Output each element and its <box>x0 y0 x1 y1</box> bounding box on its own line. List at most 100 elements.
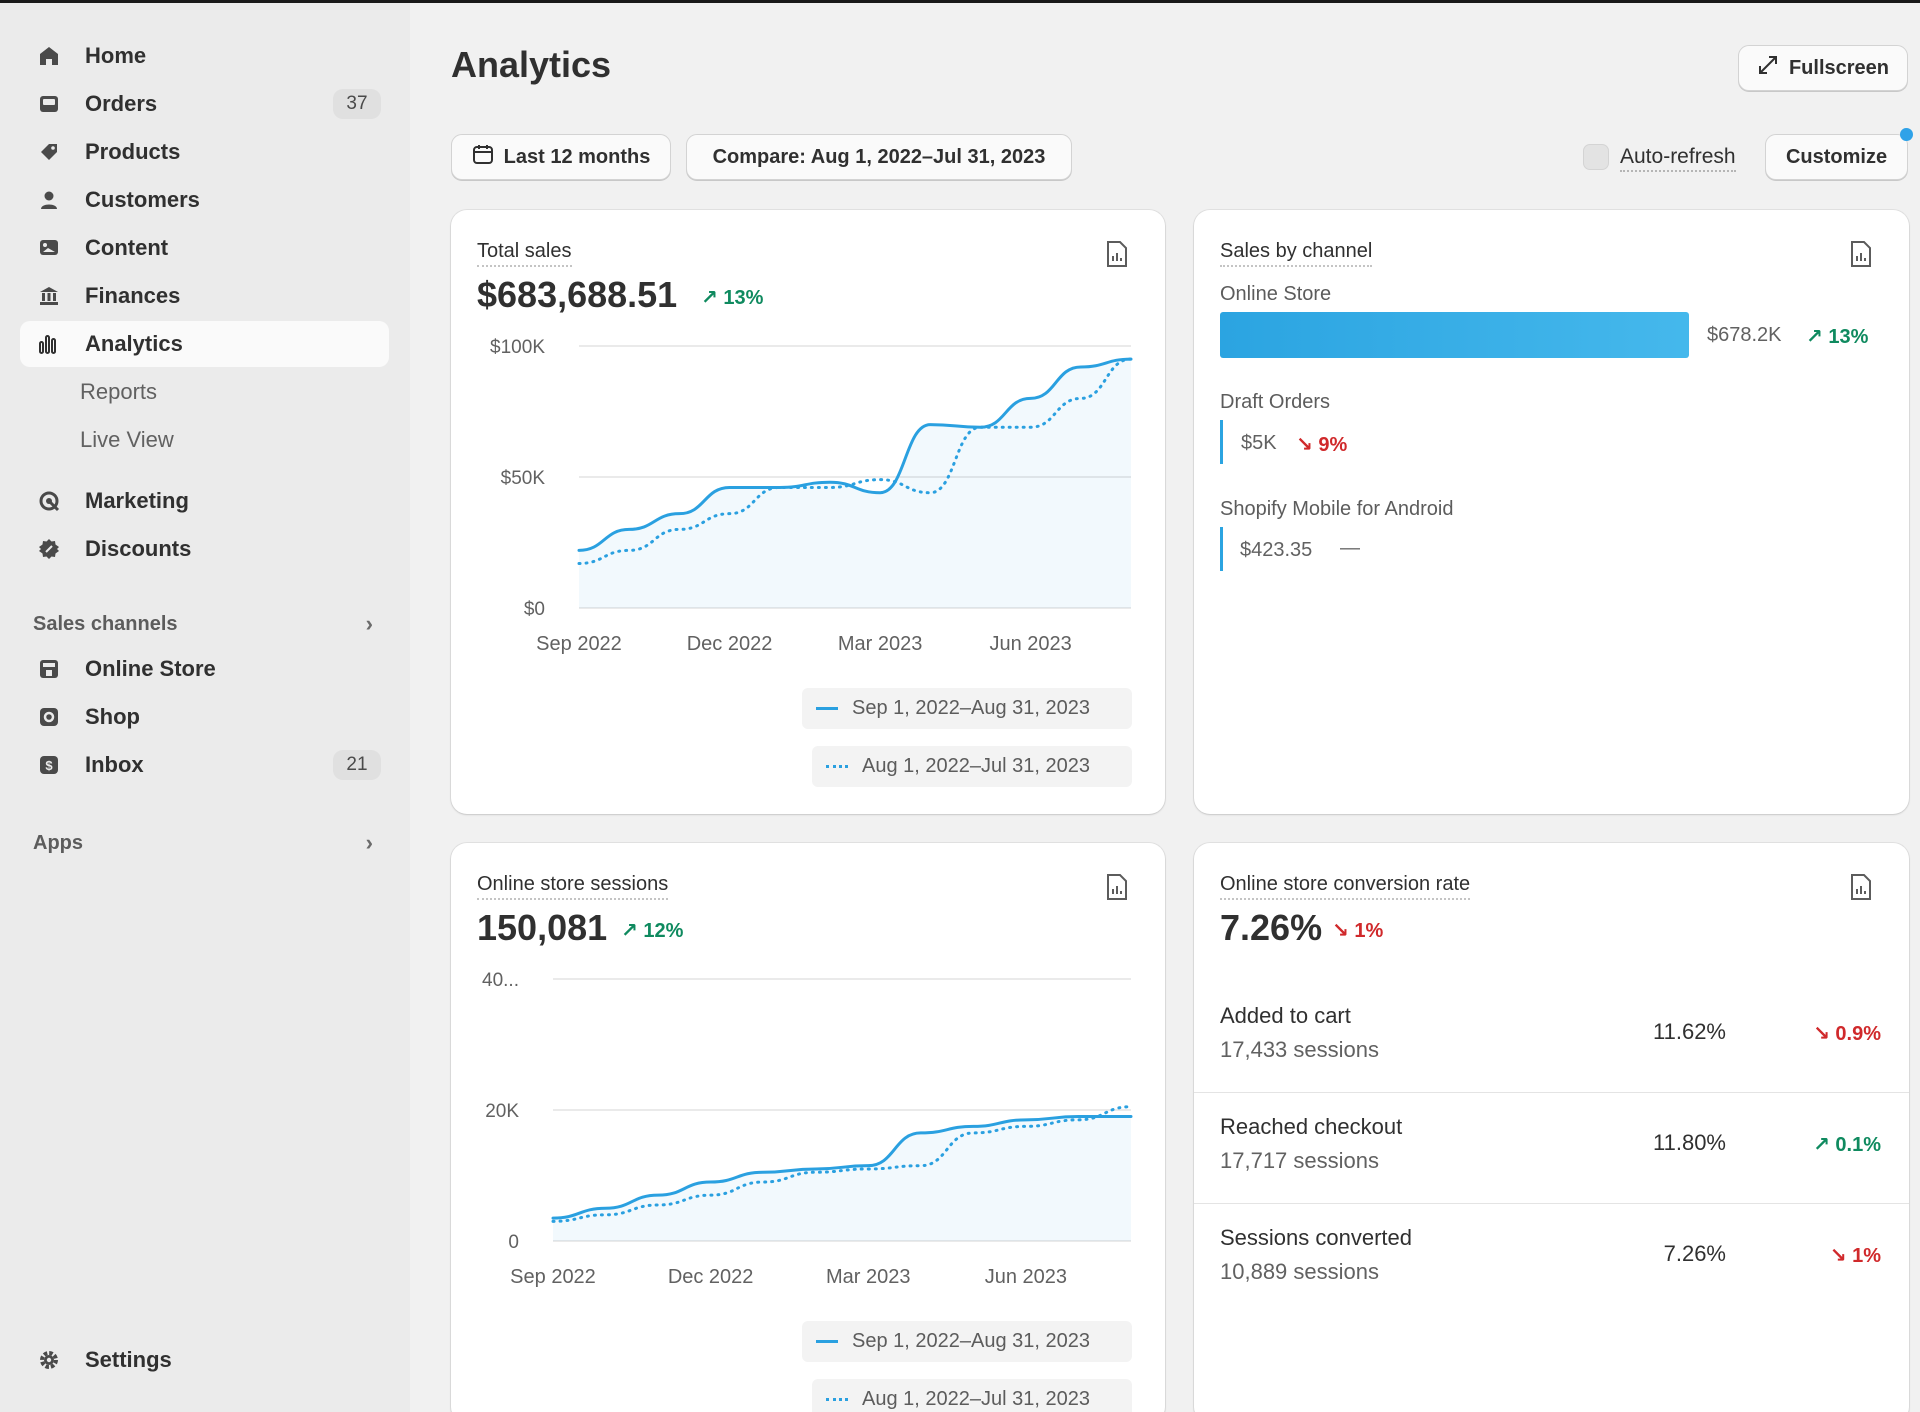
orders-count-badge: 37 <box>333 89 381 119</box>
card-title[interactable]: Online store sessions <box>477 873 669 900</box>
sidebar-item-discounts[interactable]: Discounts <box>20 526 389 572</box>
series-line-previous[interactable] <box>577 357 1133 565</box>
total-sales-value: $683,688.51 <box>477 274 678 315</box>
x-tick-label: Jun 2023 <box>985 1266 1067 1288</box>
sales-channels-header[interactable]: Sales channels › <box>33 611 373 637</box>
conversion-value: 7.26% <box>1220 907 1323 948</box>
channel-bar-online-store[interactable] <box>1220 312 1689 358</box>
window-top-border <box>0 0 1920 3</box>
date-range-label: Last 12 months <box>503 145 651 168</box>
series-line-current[interactable] <box>577 357 1133 552</box>
x-tick-label: Dec 2022 <box>687 633 773 655</box>
total-sales-chart: $0 $50K $100K Sep 2022 Dec 2022 Mar 2023 Jun 2… <box>490 337 1133 655</box>
channel-value: $423.35 <box>1240 539 1313 561</box>
auto-refresh-checkbox[interactable] <box>1583 144 1609 170</box>
fullscreen-label: Fullscreen <box>1788 56 1890 79</box>
svg-text:$: $ <box>45 758 53 773</box>
sales-by-channel-card: Sales by channel Online Store $678.2K ↗ … <box>1194 210 1909 814</box>
content-icon <box>37 236 61 260</box>
customize-label: Customize <box>1785 145 1888 168</box>
funnel-step-sessions: 10,889 sessions <box>1220 1259 1379 1284</box>
orders-icon <box>37 92 61 116</box>
sidebar-item-label: Orders <box>85 91 158 116</box>
sidebar-item-analytics[interactable]: Analytics <box>20 321 389 367</box>
fullscreen-button[interactable]: Fullscreen <box>1738 45 1908 91</box>
sidebar-subitem-reports[interactable]: Reports <box>80 379 158 404</box>
channel-delta: ↗ 13% <box>1806 326 1869 348</box>
dotted-line-swatch <box>826 1398 848 1401</box>
channel-value: $5K <box>1241 432 1277 454</box>
y-tick-label: $100K <box>490 337 545 358</box>
sidebar-item-label: Discounts <box>85 536 192 561</box>
sidebar-item-settings[interactable]: Settings <box>20 1337 389 1383</box>
series-area <box>579 359 1131 608</box>
sessions-card: Online store sessions 150,081 ↗ 12% 0 20K… <box>451 843 1165 1412</box>
compare-button[interactable]: Compare: Aug 1, 2022–Jul 31, 2023 <box>686 134 1072 180</box>
sessions-value: 150,081 <box>477 907 608 948</box>
legend-current[interactable]: Sep 1, 2022–Aug 31, 2023 <box>802 688 1132 729</box>
series-line-current[interactable] <box>551 1115 1133 1220</box>
page-title: Analytics <box>451 44 612 85</box>
funnel-row-added-to-cart[interactable]: Added to cart 17,433 sessions 11.62% ↘ 0… <box>1194 983 1909 1093</box>
calendar-icon <box>472 143 494 171</box>
export-report-icon[interactable] <box>1105 873 1129 901</box>
funnel-step-name: Sessions converted <box>1220 1225 1412 1250</box>
export-report-icon[interactable] <box>1849 873 1873 901</box>
funnel-row-sessions-converted[interactable]: Sessions converted 10,889 sessions 7.26%… <box>1194 1205 1909 1315</box>
conversion-rate-card: Online store conversion rate 7.26% ↘ 1% … <box>1194 843 1909 1412</box>
sidebar-item-label: Content <box>85 235 169 260</box>
channel-bar-shopify-mobile[interactable] <box>1220 527 1223 571</box>
sidebar-item-label: Analytics <box>85 331 183 356</box>
channel-name: Draft Orders <box>1220 391 1331 413</box>
funnel-step-name: Reached checkout <box>1220 1114 1403 1139</box>
target-icon <box>37 489 61 513</box>
funnel-row-reached-checkout[interactable]: Reached checkout 17,717 sessions 11.80% … <box>1194 1094 1909 1204</box>
sidebar-item-content[interactable]: Content <box>20 225 389 271</box>
sidebar-item-marketing[interactable]: Marketing <box>20 478 389 524</box>
sidebar-item-customers[interactable]: Customers <box>20 177 389 223</box>
sessions-chart: 0 20K 40... Sep 2022 Dec 2022 Mar 2023 Jun 202… <box>482 970 1133 1288</box>
apps-header[interactable]: Apps › <box>33 830 373 856</box>
sidebar-item-finances[interactable]: Finances <box>20 273 389 319</box>
y-tick-label: 40... <box>482 970 519 991</box>
sidebar-item-label: Inbox <box>85 752 144 777</box>
card-title[interactable]: Total sales <box>477 240 572 267</box>
sidebar-item-home[interactable]: Home <box>20 33 389 79</box>
y-tick-label: $50K <box>501 468 546 489</box>
sidebar-item-label: Finances <box>85 283 181 308</box>
channel-delta-none: — <box>1340 537 1360 559</box>
sidebar-item-label: Home <box>85 43 147 68</box>
total-sales-card: Total sales $683,688.51 ↗ 13% $0 $50K $100… <box>451 210 1165 814</box>
x-tick-label: Dec 2022 <box>668 1266 754 1288</box>
sidebar-item-inbox[interactable]: $ Inbox 21 <box>20 742 389 788</box>
legend-previous[interactable]: Aug 1, 2022–Jul 31, 2023 <box>812 746 1132 787</box>
channel-bar-draft-orders[interactable] <box>1220 420 1223 464</box>
y-tick-label: 0 <box>508 1232 519 1253</box>
channel-name: Online Store <box>1220 283 1332 305</box>
tag-icon <box>37 140 61 164</box>
sidebar-item-products[interactable]: Products <box>20 129 389 175</box>
card-title[interactable]: Online store conversion rate <box>1220 873 1471 900</box>
home-icon <box>37 44 61 68</box>
export-report-icon[interactable] <box>1849 240 1873 268</box>
sidebar-subitem-live-view[interactable]: Live View <box>80 427 174 452</box>
series-line-previous[interactable] <box>551 1105 1133 1223</box>
auto-refresh-label[interactable]: Auto-refresh <box>1620 145 1736 172</box>
legend-current[interactable]: Sep 1, 2022–Aug 31, 2023 <box>802 1321 1132 1362</box>
y-tick-label: 20K <box>485 1101 519 1122</box>
customize-button[interactable]: Customize <box>1765 134 1908 180</box>
x-tick-label: Jun 2023 <box>989 633 1071 655</box>
sidebar-item-online-store[interactable]: Online Store <box>20 646 389 692</box>
card-title[interactable]: Sales by channel <box>1220 240 1373 267</box>
sidebar-item-orders[interactable]: Orders 37 <box>20 81 389 127</box>
store-icon <box>37 657 61 681</box>
chevron-right-icon: › <box>365 830 373 855</box>
person-icon <box>37 188 61 212</box>
legend-previous[interactable]: Aug 1, 2022–Jul 31, 2023 <box>812 1379 1132 1412</box>
date-range-button[interactable]: Last 12 months <box>451 134 671 180</box>
funnel-step-pct: 11.62% <box>1653 1019 1726 1044</box>
bar-chart-icon <box>37 332 61 356</box>
sidebar: Home Orders 37 Products Customers Conten… <box>0 3 410 1412</box>
sidebar-item-shop[interactable]: Shop <box>20 694 389 740</box>
export-report-icon[interactable] <box>1105 240 1129 268</box>
